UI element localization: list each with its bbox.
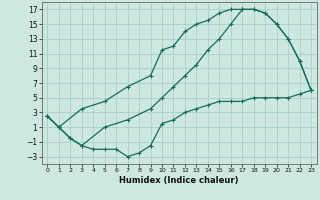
- X-axis label: Humidex (Indice chaleur): Humidex (Indice chaleur): [119, 176, 239, 185]
